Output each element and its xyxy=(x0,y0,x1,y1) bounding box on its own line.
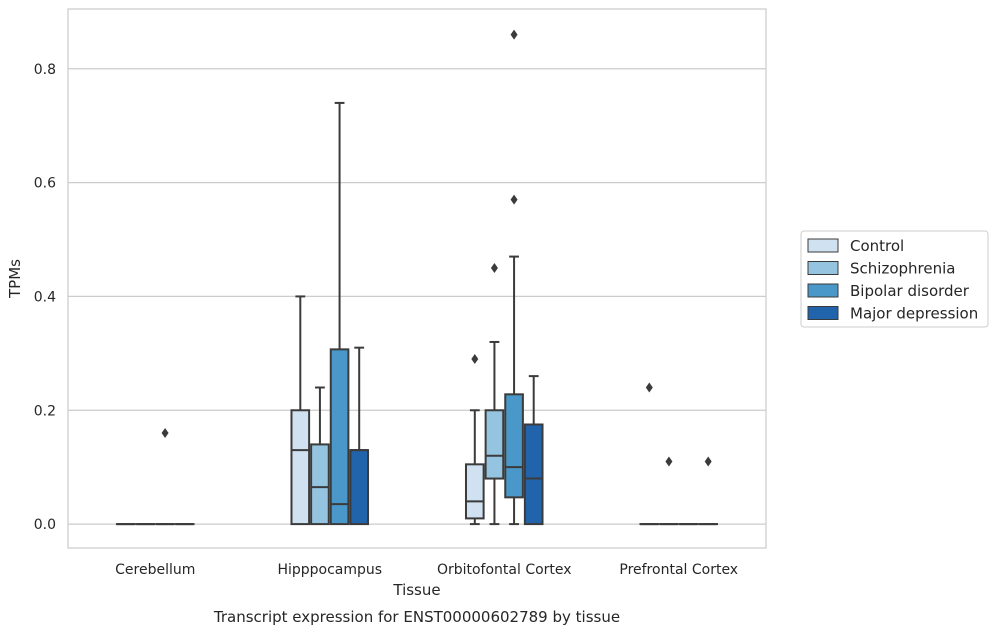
box-control xyxy=(464,354,485,526)
box-body xyxy=(484,409,505,480)
y-tick-label: 0.0 xyxy=(34,517,56,533)
outlier-point xyxy=(510,29,518,40)
outlier-point xyxy=(161,428,169,439)
legend-swatch xyxy=(807,261,839,275)
plot-frame xyxy=(67,8,767,549)
box-body xyxy=(310,443,330,526)
box-major-depression xyxy=(698,456,719,526)
y-ticks: 0.0 0.2 0.4 0.6 0.8 xyxy=(34,62,56,533)
box-bipolar-disorder xyxy=(329,101,350,526)
box-body xyxy=(523,423,544,526)
x-tick-label: Orbitofontal Cortex xyxy=(437,562,572,578)
legend-swatch xyxy=(807,238,839,253)
box-body xyxy=(504,393,524,499)
y-tick-label: 0.8 xyxy=(34,62,56,78)
box-body xyxy=(464,463,485,520)
legend-swatch xyxy=(807,283,839,298)
legend-frame xyxy=(800,230,989,328)
x-tick-label: Cerebellum xyxy=(115,562,195,578)
box-bipolar-disorder xyxy=(155,428,175,526)
box-major-depression xyxy=(523,375,544,526)
y-tick-label: 0.2 xyxy=(34,403,56,419)
box-schizophrenia xyxy=(310,386,330,526)
box-plots xyxy=(115,29,719,526)
box-schizophrenia xyxy=(484,262,505,526)
chart-caption: Transcript expression for ENST0000060278… xyxy=(213,608,620,626)
outlier-point xyxy=(490,262,498,273)
outlier-point xyxy=(510,194,518,205)
y-tick-label: 0.4 xyxy=(34,289,56,305)
legend-label: Control xyxy=(850,237,904,255)
gridlines xyxy=(68,68,766,525)
y-axis-label: TPMs xyxy=(6,259,24,299)
legend-label: Bipolar disorder xyxy=(850,282,970,300)
outlier-point xyxy=(645,382,653,393)
outlier-point xyxy=(471,354,479,365)
box-control xyxy=(639,382,660,526)
box-body xyxy=(290,409,311,526)
outlier-point xyxy=(665,456,673,467)
box-major-depression xyxy=(349,346,370,526)
outlier-point xyxy=(704,456,712,467)
box-schizophrenia xyxy=(659,456,679,526)
legend: Control Schizophrenia Bipolar disorder Majo… xyxy=(800,230,989,328)
x-tick-label: Prefrontal Cortex xyxy=(619,562,738,578)
y-tick-label: 0.6 xyxy=(34,176,56,192)
x-axis-label: Tissue xyxy=(392,581,440,599)
x-ticks: Cerebellum Hipppocampus Orbitofontal Corte… xyxy=(115,562,738,578)
box-body xyxy=(349,449,370,526)
box-control xyxy=(290,295,311,526)
x-tick-label: Hipppocampus xyxy=(277,562,382,578)
legend-label: Major depression xyxy=(850,305,978,323)
box-body xyxy=(329,348,350,526)
legend-swatch xyxy=(807,306,839,320)
box-bipolar-disorder xyxy=(504,29,524,526)
legend-label: Schizophrenia xyxy=(850,260,955,278)
